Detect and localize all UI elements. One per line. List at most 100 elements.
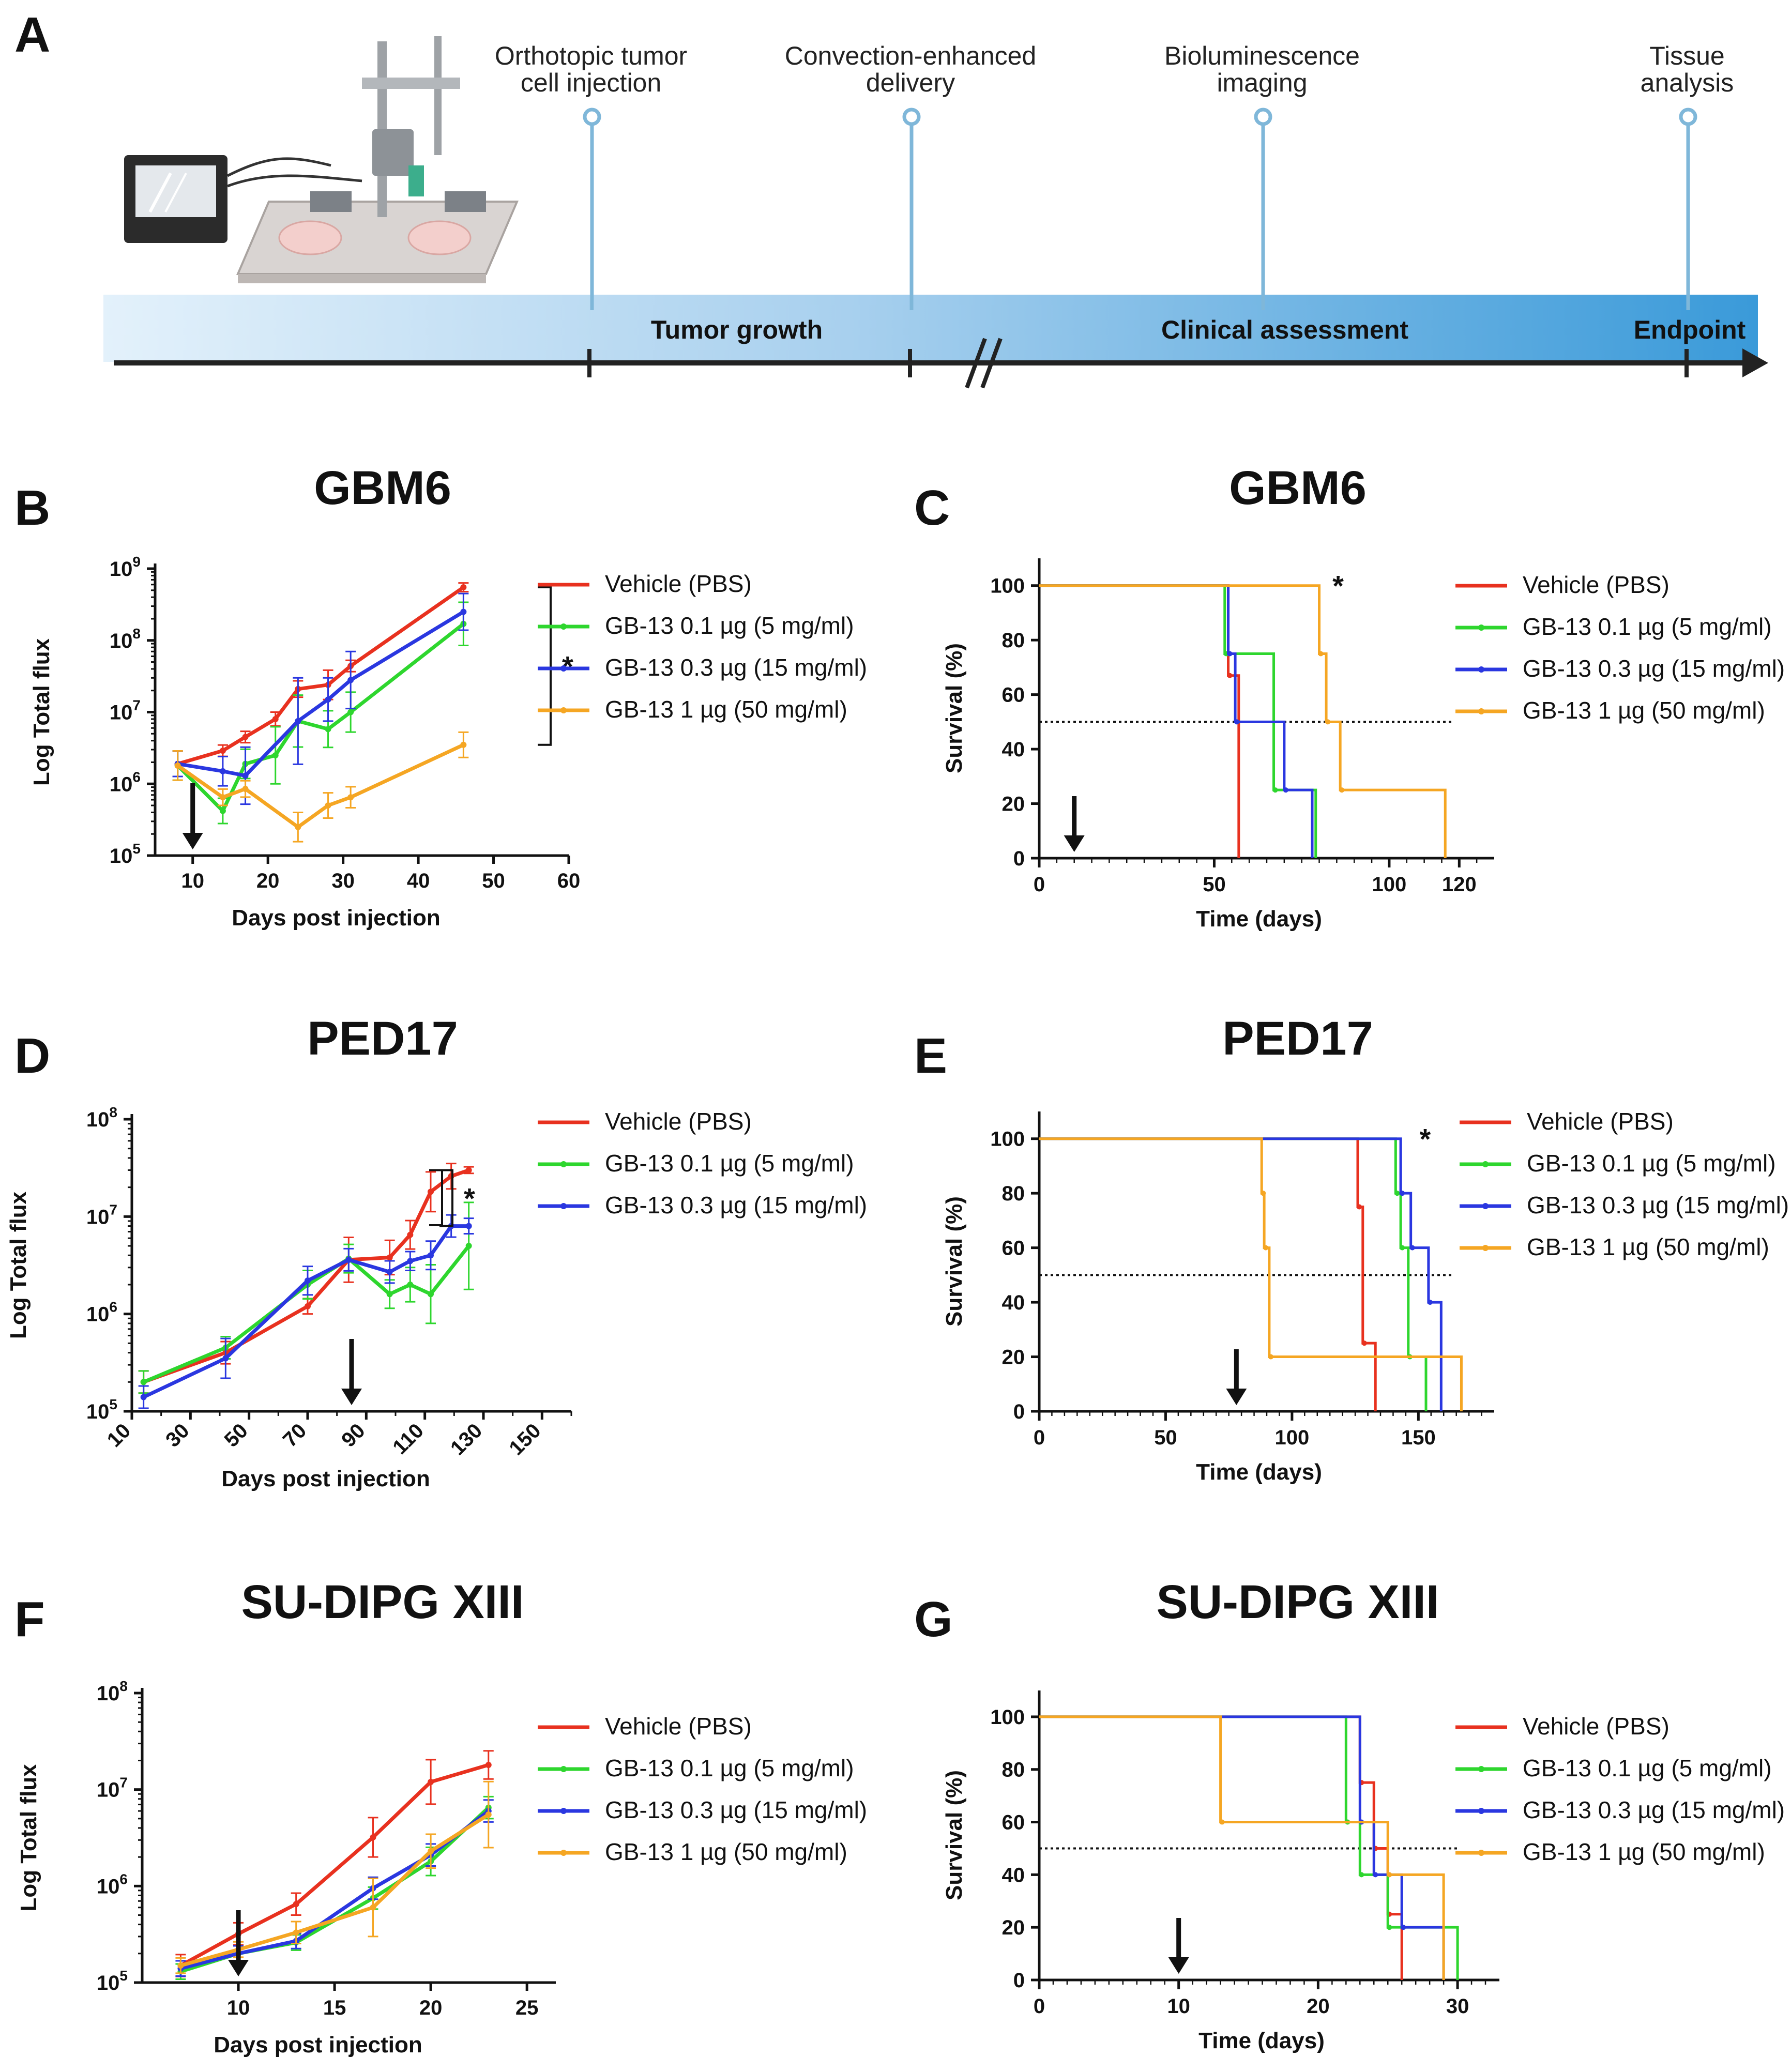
censor-mark	[1325, 719, 1331, 725]
legend-label: Vehicle (PBS)	[1523, 1713, 1669, 1740]
legend-label: GB-13 1 µg (50 mg/ml)	[605, 1838, 847, 1865]
treatment-arrow-head	[1168, 1957, 1189, 1974]
treatment-arrow-head	[228, 1960, 249, 1976]
data-point	[325, 726, 331, 733]
x-tick-label: 15	[323, 1997, 346, 2019]
y-axis-title: Survival (%)	[942, 1770, 967, 1900]
stereotactic-apparatus-illustration	[124, 36, 519, 283]
chart-title: GBM6	[314, 462, 451, 514]
phase-label-endpoint: Endpoint	[1634, 315, 1746, 344]
series-gb-13-0-1-g-5-mg-ml	[175, 1795, 494, 1980]
series-line	[180, 1809, 490, 1971]
x-tick-label: 130	[446, 1419, 487, 1459]
legend-item-gb-13-0-3-g-15-mg-ml: GB-13 0.3 µg (15 mg/ml)	[1455, 1796, 1785, 1823]
y-tick-label: 106	[86, 1299, 117, 1326]
data-point	[407, 1258, 414, 1264]
data-point	[460, 608, 467, 615]
legend-item-vehicle-pbs: Vehicle (PBS)	[538, 1713, 752, 1740]
x-tick-label: 50	[1203, 873, 1226, 896]
series-gb-13-1-g-50-mg-ml	[1039, 1137, 1463, 1411]
data-point	[325, 696, 331, 703]
series-vehicle-pbs	[172, 582, 469, 778]
bracket-line-inner	[429, 1169, 443, 1227]
treatment-arrow-head	[182, 833, 203, 849]
censor-mark	[1283, 787, 1288, 793]
legend-label: GB-13 0.1 µg (5 mg/ml)	[1523, 613, 1772, 640]
y-tick-label: 100	[990, 1128, 1025, 1151]
y-tick-label: 20	[1002, 793, 1025, 816]
data-point	[305, 1303, 311, 1309]
x-tick-label: 0	[1034, 1426, 1045, 1449]
data-point	[140, 1394, 147, 1400]
x-tick-label: 20	[419, 1997, 443, 2019]
legend-marker	[560, 665, 567, 672]
censor-mark	[1234, 719, 1240, 725]
data-point	[386, 1269, 393, 1275]
panel-g-chart: G SU-DIPG XIII 0 20 40 60 80 100 0 10 20 30 Time (da…	[914, 1576, 1785, 2053]
legend-label: Vehicle (PBS)	[1523, 571, 1669, 598]
chart-title: SU-DIPG XIII	[241, 1576, 524, 1628]
y-tick-label: 105	[97, 1968, 128, 1994]
data-point	[465, 1223, 472, 1229]
censor-mark	[1409, 1245, 1415, 1251]
legend-B: Vehicle (PBS) GB-13 0.1 µg (5 mg/ml) GB-13…	[538, 570, 867, 723]
x-tick-label: 150	[1401, 1426, 1436, 1449]
panel-c-chart: C GBM6 0 20 40 60 80 100 0 50 100 120 Time (days) Sur…	[914, 462, 1785, 932]
panel-letter-g: G	[914, 1592, 953, 1647]
bracket-line	[538, 586, 552, 746]
censor-mark	[1261, 1191, 1266, 1196]
series-gb-13-0-1-g-5-mg-ml	[138, 1201, 474, 1394]
data-point	[222, 1355, 229, 1362]
legend-item-vehicle-pbs: Vehicle (PBS)	[1455, 1713, 1669, 1740]
x-tick-label: 90	[337, 1419, 370, 1452]
data-point	[242, 786, 249, 793]
data-point	[347, 677, 354, 683]
y-tick-label: 20	[1002, 1916, 1025, 1939]
panel-letter-e: E	[914, 1028, 947, 1084]
legend-marker	[1478, 624, 1484, 631]
censor-mark	[1394, 1191, 1400, 1196]
treatment-arrow-head	[1226, 1389, 1247, 1405]
legend-label: GB-13 0.1 µg (5 mg/ml)	[605, 612, 854, 639]
legend-marker	[560, 1203, 567, 1209]
legend-E: Vehicle (PBS) GB-13 0.1 µg (5 mg/ml) GB-13…	[1460, 1108, 1789, 1260]
data-point	[293, 1929, 299, 1936]
series-gb-13-0-3-g-15-mg-ml	[138, 1214, 474, 1409]
censor-mark	[1401, 1925, 1406, 1930]
y-tick-label: 108	[86, 1104, 117, 1131]
y-axis-title: Survival (%)	[942, 643, 967, 773]
legend-marker	[1478, 1850, 1484, 1856]
series-gb-13-0-3-g-15-mg-ml	[175, 1799, 494, 1977]
legend-item-gb-13-0-1-g-5-mg-ml: GB-13 0.1 µg (5 mg/ml)	[538, 612, 854, 639]
legend-item-gb-13-0-1-g-5-mg-ml: GB-13 0.1 µg (5 mg/ml)	[538, 1755, 854, 1781]
x-tick-label: 0	[1034, 873, 1045, 896]
censor-mark	[1339, 787, 1345, 793]
x-tick-label: 150	[505, 1419, 545, 1459]
y-tick-label: 40	[1002, 1291, 1025, 1314]
y-tick-label: 80	[1002, 1759, 1025, 1781]
y-tick-label: 40	[1002, 1864, 1025, 1886]
x-tick-label: 50	[220, 1419, 252, 1452]
legend-marker	[560, 707, 567, 713]
legend-marker	[1478, 1808, 1484, 1814]
legend-marker	[1478, 666, 1484, 673]
legend-label: GB-13 1 µg (50 mg/ml)	[1523, 697, 1765, 724]
data-point	[242, 772, 249, 779]
legend-item-gb-13-1-g-50-mg-ml: GB-13 1 µg (50 mg/ml)	[538, 696, 847, 723]
significance-star: *	[1420, 1123, 1431, 1155]
x-axis-title: Days post injection	[221, 1466, 430, 1491]
legend-item-gb-13-0-1-g-5-mg-ml: GB-13 0.1 µg (5 mg/ml)	[538, 1150, 854, 1177]
x-tick-label: 70	[279, 1419, 311, 1452]
phase-label-tumor-growth: Tumor growth	[651, 315, 823, 344]
event-label-line1: Convection-enhanced	[785, 41, 1036, 70]
data-point	[305, 1277, 311, 1284]
y-tick-label: 107	[86, 1201, 117, 1228]
data-point	[465, 1243, 472, 1250]
treatment-arrow-head	[1064, 835, 1085, 852]
series-line	[177, 586, 465, 766]
y-axis-title: Log Total flux	[6, 1191, 31, 1339]
legend-F: Vehicle (PBS) GB-13 0.1 µg (5 mg/ml) GB-13…	[538, 1713, 867, 1865]
legend-marker	[1478, 1766, 1484, 1772]
legend-D: Vehicle (PBS) GB-13 0.1 µg (5 mg/ml) GB-13…	[538, 1108, 867, 1218]
